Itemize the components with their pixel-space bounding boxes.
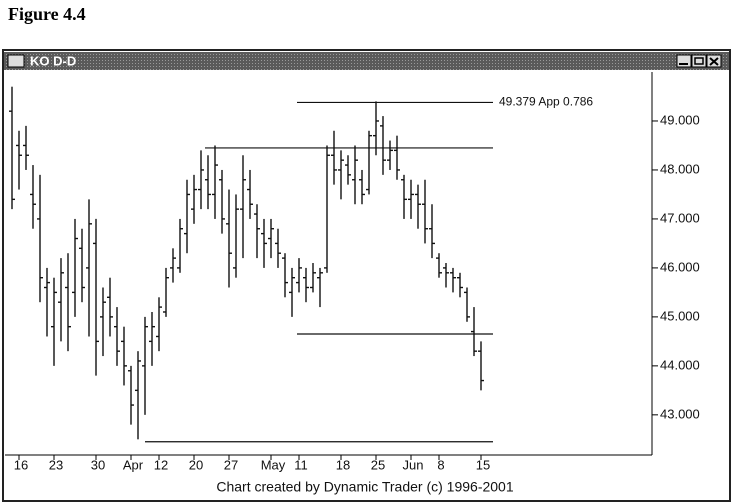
window-frame [2, 49, 731, 502]
credit-note: Chart created by Dynamic Trader (c) 1996… [216, 479, 513, 495]
y-tick-label: 48.000 [660, 161, 700, 176]
x-tick-label: May [261, 457, 286, 472]
figure-label: Figure 4.4 [8, 4, 86, 24]
maximize-button[interactable] [691, 54, 707, 68]
x-tick-label: Jun [403, 457, 424, 472]
x-tick-label: 15 [476, 457, 490, 472]
window-icon [7, 54, 25, 68]
maximize-glyph [694, 57, 704, 65]
y-tick-label: 43.000 [660, 406, 700, 421]
x-tick-label: 16 [14, 457, 28, 472]
y-tick-label: 47.000 [660, 210, 700, 225]
y-tick-label: 45.000 [660, 308, 700, 323]
x-tick-label: 20 [189, 457, 203, 472]
close-glyph [709, 57, 719, 66]
minimize-button[interactable] [676, 54, 692, 68]
y-tick-label: 46.000 [660, 259, 700, 274]
y-tick-label: 49.000 [660, 112, 700, 127]
x-tick-label: 30 [91, 457, 105, 472]
x-tick-label: 23 [49, 457, 63, 472]
x-tick-label: 25 [371, 457, 385, 472]
y-tick-label: 44.000 [660, 357, 700, 372]
level-label: 49.379 App 0.786 [499, 95, 593, 109]
x-tick-label: 11 [294, 457, 308, 472]
x-tick-label: 27 [224, 457, 238, 472]
x-tick-label: 18 [336, 457, 350, 472]
x-tick-label: Apr [123, 457, 144, 472]
x-tick-label: 8 [437, 457, 444, 472]
x-tick-label: 12 [154, 457, 168, 472]
title-bar [4, 52, 729, 70]
window-title: KO D-D [30, 53, 76, 68]
